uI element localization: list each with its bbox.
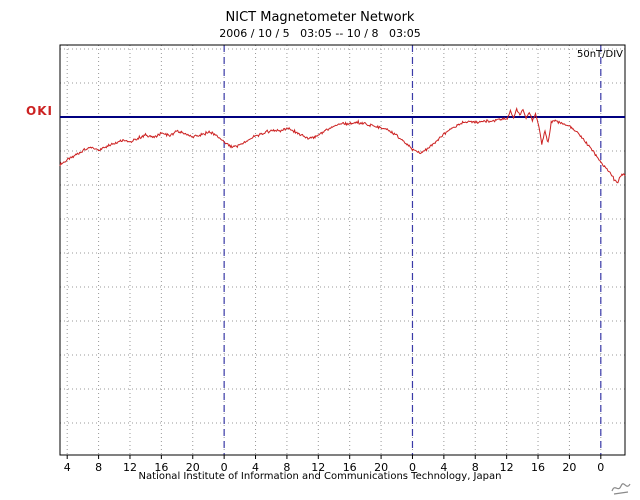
page-title: NICT Magnetometer Network (225, 10, 415, 25)
svg-text:20: 20 (562, 461, 576, 474)
svg-text:12: 12 (311, 461, 325, 474)
svg-text:4: 4 (64, 461, 71, 474)
broken-image-icon (611, 483, 631, 495)
svg-text:16: 16 (531, 461, 545, 474)
svg-text:4: 4 (440, 461, 447, 474)
svg-text:8: 8 (95, 461, 102, 474)
svg-text:16: 16 (154, 461, 168, 474)
svg-text:0: 0 (597, 461, 604, 474)
station-label-oki: OKI (26, 104, 53, 118)
svg-text:12: 12 (123, 461, 137, 474)
svg-text:20: 20 (186, 461, 200, 474)
scale-per-division-label: 50nT/DIV (576, 49, 623, 60)
svg-text:0: 0 (409, 461, 416, 474)
svg-text:12: 12 (500, 461, 514, 474)
institute-footer-text: National Institute of Information and Co… (138, 471, 502, 482)
date-range-subtitle: 2006 / 10 / 5 03:05 -- 10 / 8 03:05 (219, 27, 421, 40)
svg-text:16: 16 (343, 461, 357, 474)
svg-text:4: 4 (252, 461, 259, 474)
svg-text:0: 0 (221, 461, 228, 474)
svg-text:8: 8 (283, 461, 290, 474)
svg-text:8: 8 (472, 461, 479, 474)
svg-text:20: 20 (374, 461, 388, 474)
